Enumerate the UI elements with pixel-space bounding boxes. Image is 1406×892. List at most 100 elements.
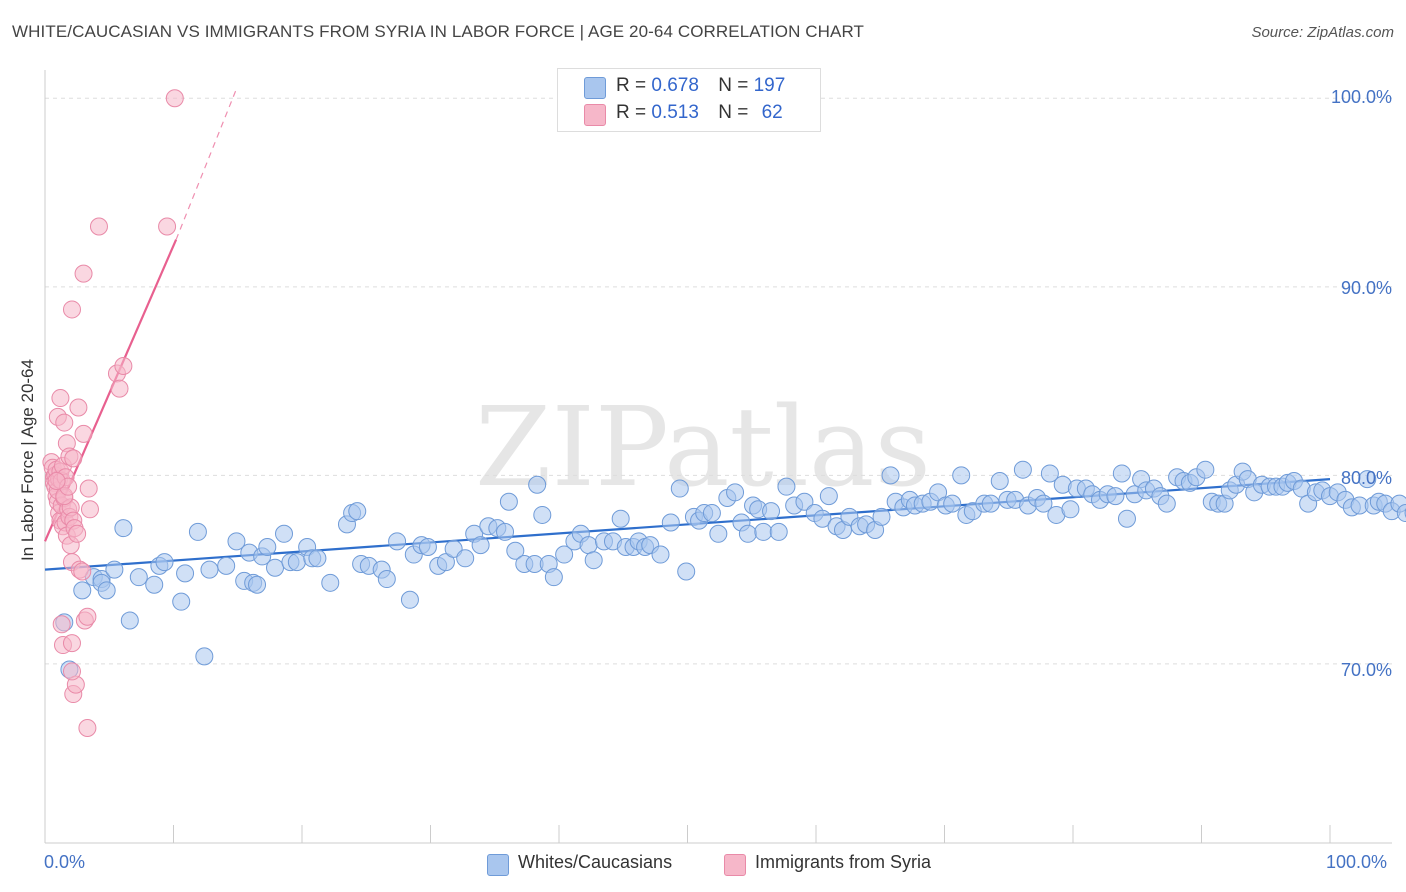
data-point xyxy=(266,558,285,577)
data-point xyxy=(611,509,630,528)
data-point xyxy=(308,549,327,568)
legend-n-label: N = xyxy=(718,75,749,96)
data-point xyxy=(52,615,71,634)
data-point xyxy=(436,553,455,572)
legend-swatch-blue xyxy=(584,77,606,99)
source-label: Source: ZipAtlas.com xyxy=(1251,24,1394,41)
legend: R = 0.678 N = 197 R = 0.513 N = 62 xyxy=(557,68,821,132)
chart-title: WHITE/CAUCASIAN VS IMMIGRANTS FROM SYRIA… xyxy=(12,22,865,41)
y-tick-label: 90.0% xyxy=(1340,278,1392,298)
series-whites xyxy=(55,460,1406,679)
data-point xyxy=(1040,464,1059,483)
data-point xyxy=(64,449,83,468)
data-point xyxy=(258,537,277,556)
y-axis-label: In Labor Force | Age 20-64 xyxy=(18,359,37,561)
data-point xyxy=(1034,494,1053,513)
data-point xyxy=(287,553,306,572)
data-point xyxy=(400,590,419,609)
data-point xyxy=(321,573,340,592)
data-point xyxy=(158,217,177,236)
data-point xyxy=(1112,464,1131,483)
legend-n-label: N = xyxy=(718,102,749,123)
legend-swatch-pink xyxy=(584,104,606,126)
data-point xyxy=(795,492,814,511)
data-point xyxy=(110,379,129,398)
data-point xyxy=(929,483,948,502)
y-tick-label: 80.0% xyxy=(1340,468,1392,488)
data-point xyxy=(981,494,1000,513)
data-point xyxy=(702,504,721,523)
data-point xyxy=(506,541,525,560)
data-point xyxy=(456,549,475,568)
data-point xyxy=(248,575,267,594)
data-point xyxy=(62,634,81,653)
data-point xyxy=(709,524,728,543)
data-point xyxy=(78,607,97,626)
data-point xyxy=(533,505,552,524)
data-point xyxy=(496,522,515,541)
data-point xyxy=(1061,500,1080,519)
data-point xyxy=(584,551,603,570)
data-point xyxy=(762,502,781,521)
trendline-syria-extension xyxy=(175,88,238,240)
data-point xyxy=(670,479,689,498)
data-point xyxy=(471,536,490,555)
data-point xyxy=(62,300,81,319)
data-point xyxy=(348,502,367,521)
legend-row-blue: R = 0.678 N = 197 xyxy=(616,75,785,99)
data-point xyxy=(68,524,87,543)
data-point xyxy=(651,545,670,564)
data-point xyxy=(881,466,900,485)
data-point xyxy=(275,524,294,543)
data-point xyxy=(952,466,971,485)
bottom-legend-pink: Immigrants from Syria xyxy=(755,852,932,872)
x-tick-label: 0.0% xyxy=(44,852,86,872)
data-point xyxy=(418,537,437,556)
legend-r-value: 0.513 xyxy=(651,102,699,123)
data-point xyxy=(1196,460,1215,479)
data-point xyxy=(777,477,796,496)
data-point xyxy=(499,492,518,511)
data-point xyxy=(47,472,66,491)
data-point xyxy=(73,562,92,581)
data-point xyxy=(544,568,563,587)
data-point xyxy=(74,424,93,443)
data-point xyxy=(377,570,396,589)
data-point xyxy=(176,564,195,583)
x-tick-label: 100.0% xyxy=(1326,852,1388,872)
data-point xyxy=(528,475,547,494)
data-point xyxy=(769,522,788,541)
data-point xyxy=(1117,509,1136,528)
data-point xyxy=(78,718,97,737)
data-point xyxy=(73,581,92,600)
data-point xyxy=(872,507,891,526)
data-point xyxy=(677,562,696,581)
data-point xyxy=(726,483,745,502)
data-point xyxy=(195,647,214,666)
legend-n-value: 62 xyxy=(761,102,783,123)
data-point xyxy=(155,553,174,572)
data-point xyxy=(579,536,598,555)
data-point xyxy=(145,575,164,594)
data-point xyxy=(62,662,81,681)
data-point xyxy=(120,611,139,630)
data-point xyxy=(188,522,207,541)
data-point xyxy=(1013,460,1032,479)
data-point xyxy=(89,217,108,236)
legend-r-label: R = xyxy=(616,102,647,123)
y-tick-label: 100.0% xyxy=(1330,87,1392,107)
data-point xyxy=(105,560,124,579)
data-point xyxy=(1106,487,1125,506)
bottom-legend-swatch-blue xyxy=(487,854,509,876)
legend-r-label: R = xyxy=(616,75,647,96)
data-point xyxy=(165,89,184,108)
data-point xyxy=(55,413,74,432)
data-point xyxy=(114,357,133,376)
data-point xyxy=(74,264,93,283)
y-tick-label: 70.0% xyxy=(1340,660,1392,680)
data-point xyxy=(1358,470,1377,489)
data-point xyxy=(738,524,757,543)
data-point xyxy=(661,513,680,532)
watermark-text: ZIPatlas xyxy=(475,383,931,511)
